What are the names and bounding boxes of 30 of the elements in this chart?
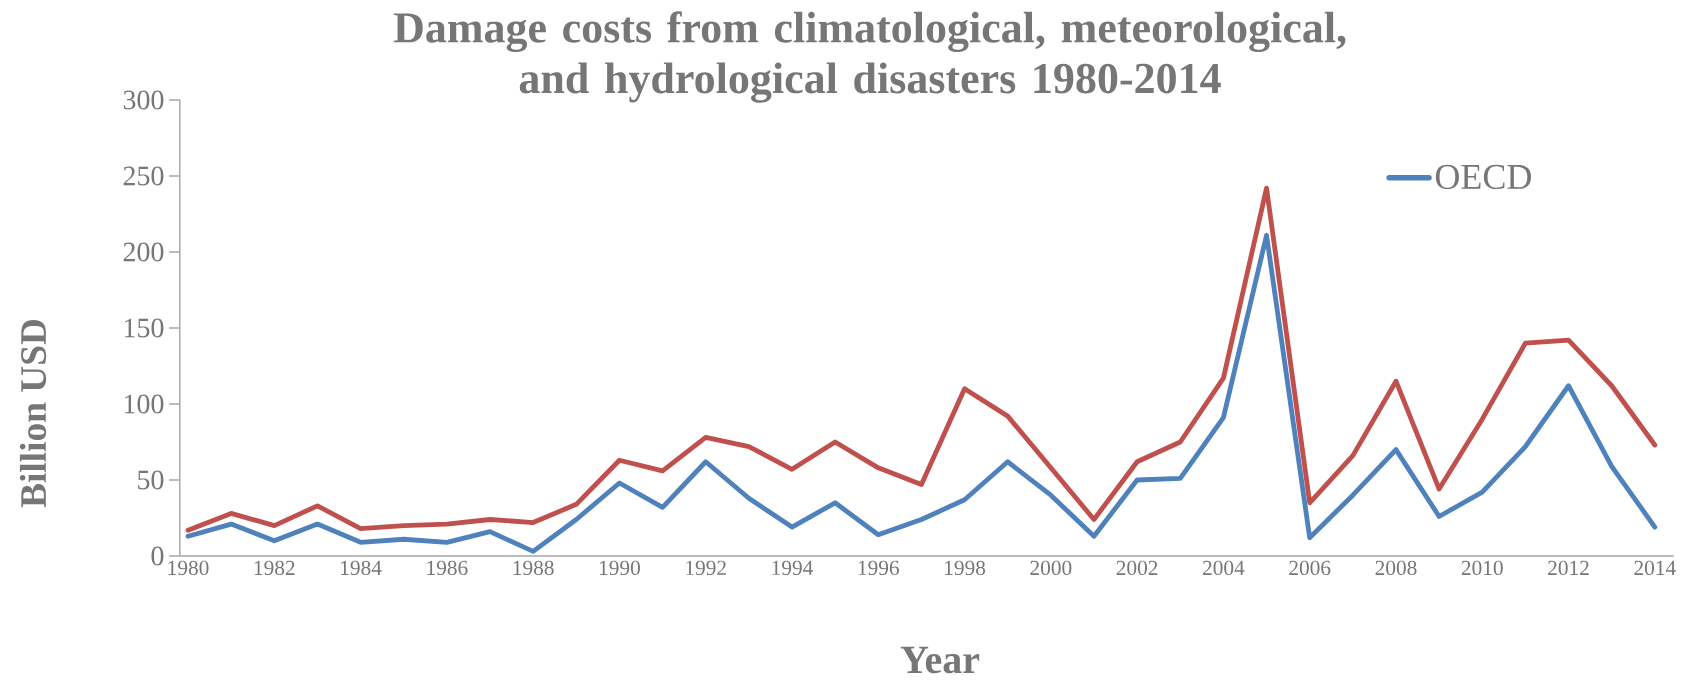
- y-tick-label: 150: [124, 318, 164, 338]
- x-tick-label: 2006: [1289, 560, 1331, 576]
- x-tick-label: 1982: [254, 560, 295, 576]
- x-tick-label: 2014: [1634, 560, 1676, 576]
- x-tick-label: 2012: [1548, 560, 1589, 576]
- y-axis-title: Billion USD: [19, 319, 47, 508]
- x-tick-label: 1986: [427, 560, 468, 576]
- x-axis-title: Year: [900, 646, 980, 674]
- x-tick-label: 2000: [1030, 560, 1072, 576]
- x-tick-label: 2002: [1116, 560, 1158, 576]
- chart-title: Damage costs from climatological, meteorological, and hydrological disasters 1980-2014: [393, 11, 1346, 103]
- y-tick-label: 50: [138, 470, 164, 490]
- y-tick-label: 100: [124, 394, 164, 414]
- x-tick-label: 2010: [1461, 560, 1503, 576]
- x-tick-label: 1980: [168, 560, 209, 576]
- x-tick-label: 1984: [341, 560, 382, 576]
- y-tick-label: 200: [123, 242, 164, 262]
- y-tick-label: 0: [151, 546, 164, 566]
- y-tick-label: 250: [123, 166, 164, 186]
- x-tick-label: 2004: [1203, 560, 1245, 576]
- x-tick-label: 1990: [599, 560, 640, 576]
- line-series: [185, 232, 1658, 554]
- y-tick-label: 300: [123, 90, 164, 110]
- x-tick-label: 1996: [858, 560, 899, 576]
- x-tick-label: 1992: [686, 560, 726, 576]
- legend-label: OECD: [1435, 164, 1531, 190]
- x-tick-label: 1994: [772, 560, 813, 576]
- x-tick-label: 1998: [945, 560, 986, 576]
- x-tick-label: 2008: [1375, 560, 1417, 576]
- x-tick-label: 1988: [513, 560, 554, 576]
